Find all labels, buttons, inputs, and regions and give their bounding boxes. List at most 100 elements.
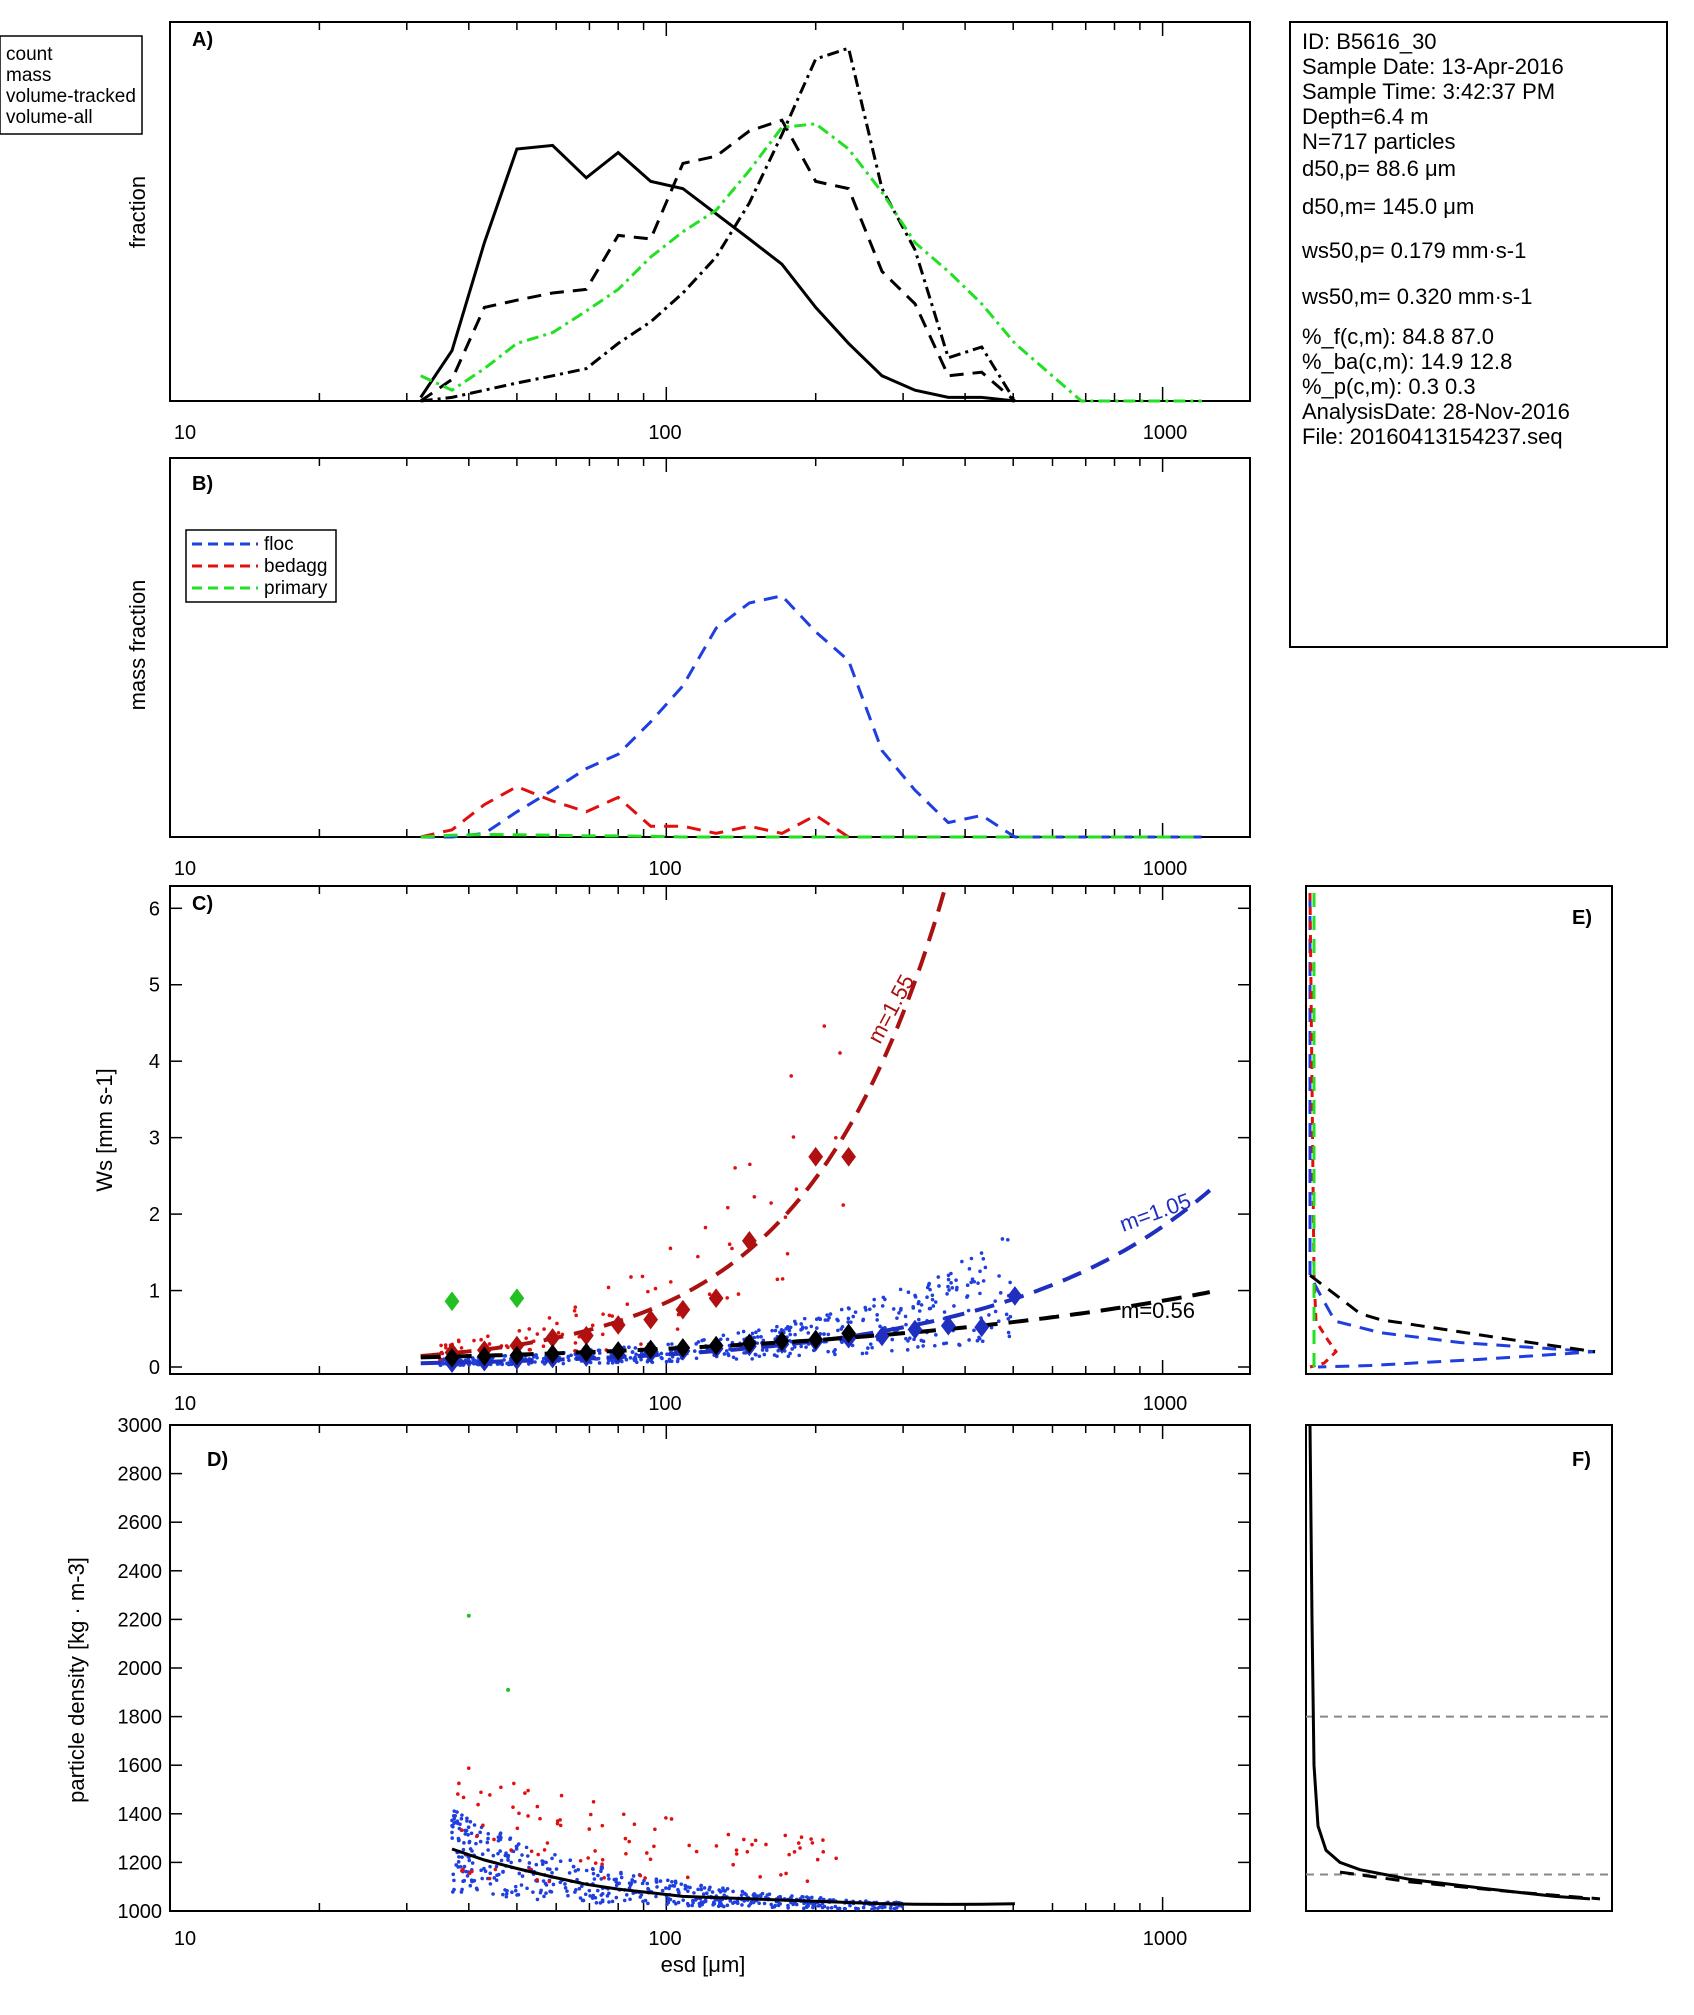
floc-point — [722, 1352, 727, 1356]
floc-point — [494, 1864, 499, 1869]
floc-point — [744, 1892, 749, 1897]
floc-point — [692, 1891, 696, 1895]
bedagg-point — [555, 1821, 560, 1826]
floc-point — [894, 1906, 899, 1910]
fit-label-m056: m=0.56 — [1121, 1298, 1195, 1323]
floc-point — [925, 1295, 929, 1300]
floc-point — [541, 1879, 546, 1883]
floc-point — [864, 1351, 869, 1355]
legend-B-primary: primary — [264, 578, 328, 599]
legend-A-volume-all: volume-all — [6, 107, 93, 128]
floc-point — [451, 1890, 455, 1894]
bedagg-point — [725, 1296, 730, 1300]
bedagg-point — [457, 1781, 461, 1786]
bedagg-point — [703, 1225, 708, 1230]
info-d50m: d50,m= 145.0 μm — [1302, 194, 1474, 219]
floc-point — [591, 1871, 596, 1876]
floc-point — [502, 1354, 507, 1358]
floc-point — [467, 1839, 472, 1844]
floc-point — [696, 1340, 701, 1344]
floc-point — [510, 1890, 514, 1895]
panel-A: A) fraction 10 100 1000 — [125, 21, 1251, 444]
floc-point — [694, 1356, 699, 1361]
floc-point — [740, 1889, 745, 1894]
info-ws50p: ws50,p= 0.179 mm·s-1 — [1301, 238, 1526, 263]
floc-point — [465, 1816, 469, 1821]
floc-point — [1005, 1237, 1010, 1242]
floc-point — [455, 1810, 459, 1814]
floc-point — [517, 1858, 522, 1863]
floc-point — [486, 1836, 490, 1841]
floc-point — [950, 1286, 955, 1290]
floc-point — [980, 1339, 985, 1344]
floc-point — [450, 1830, 454, 1835]
floc-point — [588, 1894, 592, 1898]
ytick-label: 2800 — [118, 1464, 163, 1486]
median-all — [578, 1342, 594, 1363]
bedagg-point — [810, 1841, 815, 1845]
bedagg-point — [506, 1345, 510, 1350]
panel-D-ylabel: particle density [kg · m-3] — [64, 1557, 89, 1803]
floc-point — [917, 1309, 922, 1313]
series-volume-all — [420, 122, 1202, 403]
median-floc — [874, 1326, 890, 1347]
floc-point — [829, 1905, 834, 1910]
floc-point — [592, 1877, 597, 1881]
fit-line — [420, 881, 949, 1358]
floc-point — [463, 1832, 468, 1836]
floc-point — [870, 1907, 874, 1911]
floc-point — [515, 1893, 519, 1897]
floc-point — [707, 1887, 711, 1892]
floc-point — [551, 1882, 556, 1887]
floc-point — [978, 1291, 982, 1296]
floc-point — [696, 1887, 700, 1892]
floc-point — [563, 1882, 567, 1886]
floc-point — [906, 1339, 910, 1343]
floc-point — [969, 1280, 973, 1285]
floc-point — [468, 1847, 473, 1851]
bedagg-point — [591, 1799, 596, 1804]
floc-point — [965, 1294, 970, 1298]
floc-point — [740, 1903, 744, 1907]
bedagg-point — [834, 1856, 838, 1861]
floc-point — [797, 1353, 802, 1358]
floc-point — [600, 1891, 605, 1896]
bedagg-point — [696, 1254, 700, 1259]
floc-point — [823, 1318, 828, 1322]
floc-point — [459, 1816, 464, 1821]
floc-point — [583, 1892, 588, 1897]
bedagg-point — [466, 1766, 471, 1770]
panel-A-xtick-10: 10 — [174, 422, 196, 444]
floc-point — [468, 1883, 473, 1888]
bedagg-point — [547, 1879, 552, 1884]
bedagg-point — [542, 1848, 547, 1852]
floc-point — [836, 1328, 840, 1333]
floc-point — [628, 1897, 632, 1902]
panel-D-xtick-1000: 1000 — [1143, 1928, 1188, 1950]
bedagg-point — [627, 1839, 632, 1844]
panel-F-label: F) — [1572, 1449, 1591, 1471]
median-bedagg — [708, 1288, 724, 1309]
floc-point — [997, 1274, 1001, 1278]
median-all — [675, 1338, 691, 1358]
info-line-n: N=717 particles — [1302, 129, 1455, 154]
floc-point — [460, 1813, 464, 1817]
series-volume-tracked — [420, 46, 1017, 403]
bedagg-point — [526, 1788, 530, 1793]
ytick-label: 2400 — [118, 1561, 163, 1583]
ytick-label: 5 — [149, 975, 160, 997]
floc-point — [471, 1359, 476, 1363]
bedagg-point — [606, 1285, 611, 1290]
floc-point — [833, 1904, 838, 1909]
floc-point — [478, 1830, 482, 1835]
bedagg-point — [764, 1842, 768, 1847]
bedagg-point — [461, 1867, 465, 1872]
floc-point — [710, 1890, 715, 1894]
bedagg-point — [517, 1811, 521, 1816]
floc-point — [501, 1870, 505, 1874]
ytick-label: 1000 — [118, 1901, 163, 1923]
floc-point — [839, 1307, 844, 1312]
floc-point — [965, 1283, 970, 1288]
floc-point — [987, 1313, 991, 1317]
floc-point — [520, 1874, 525, 1878]
